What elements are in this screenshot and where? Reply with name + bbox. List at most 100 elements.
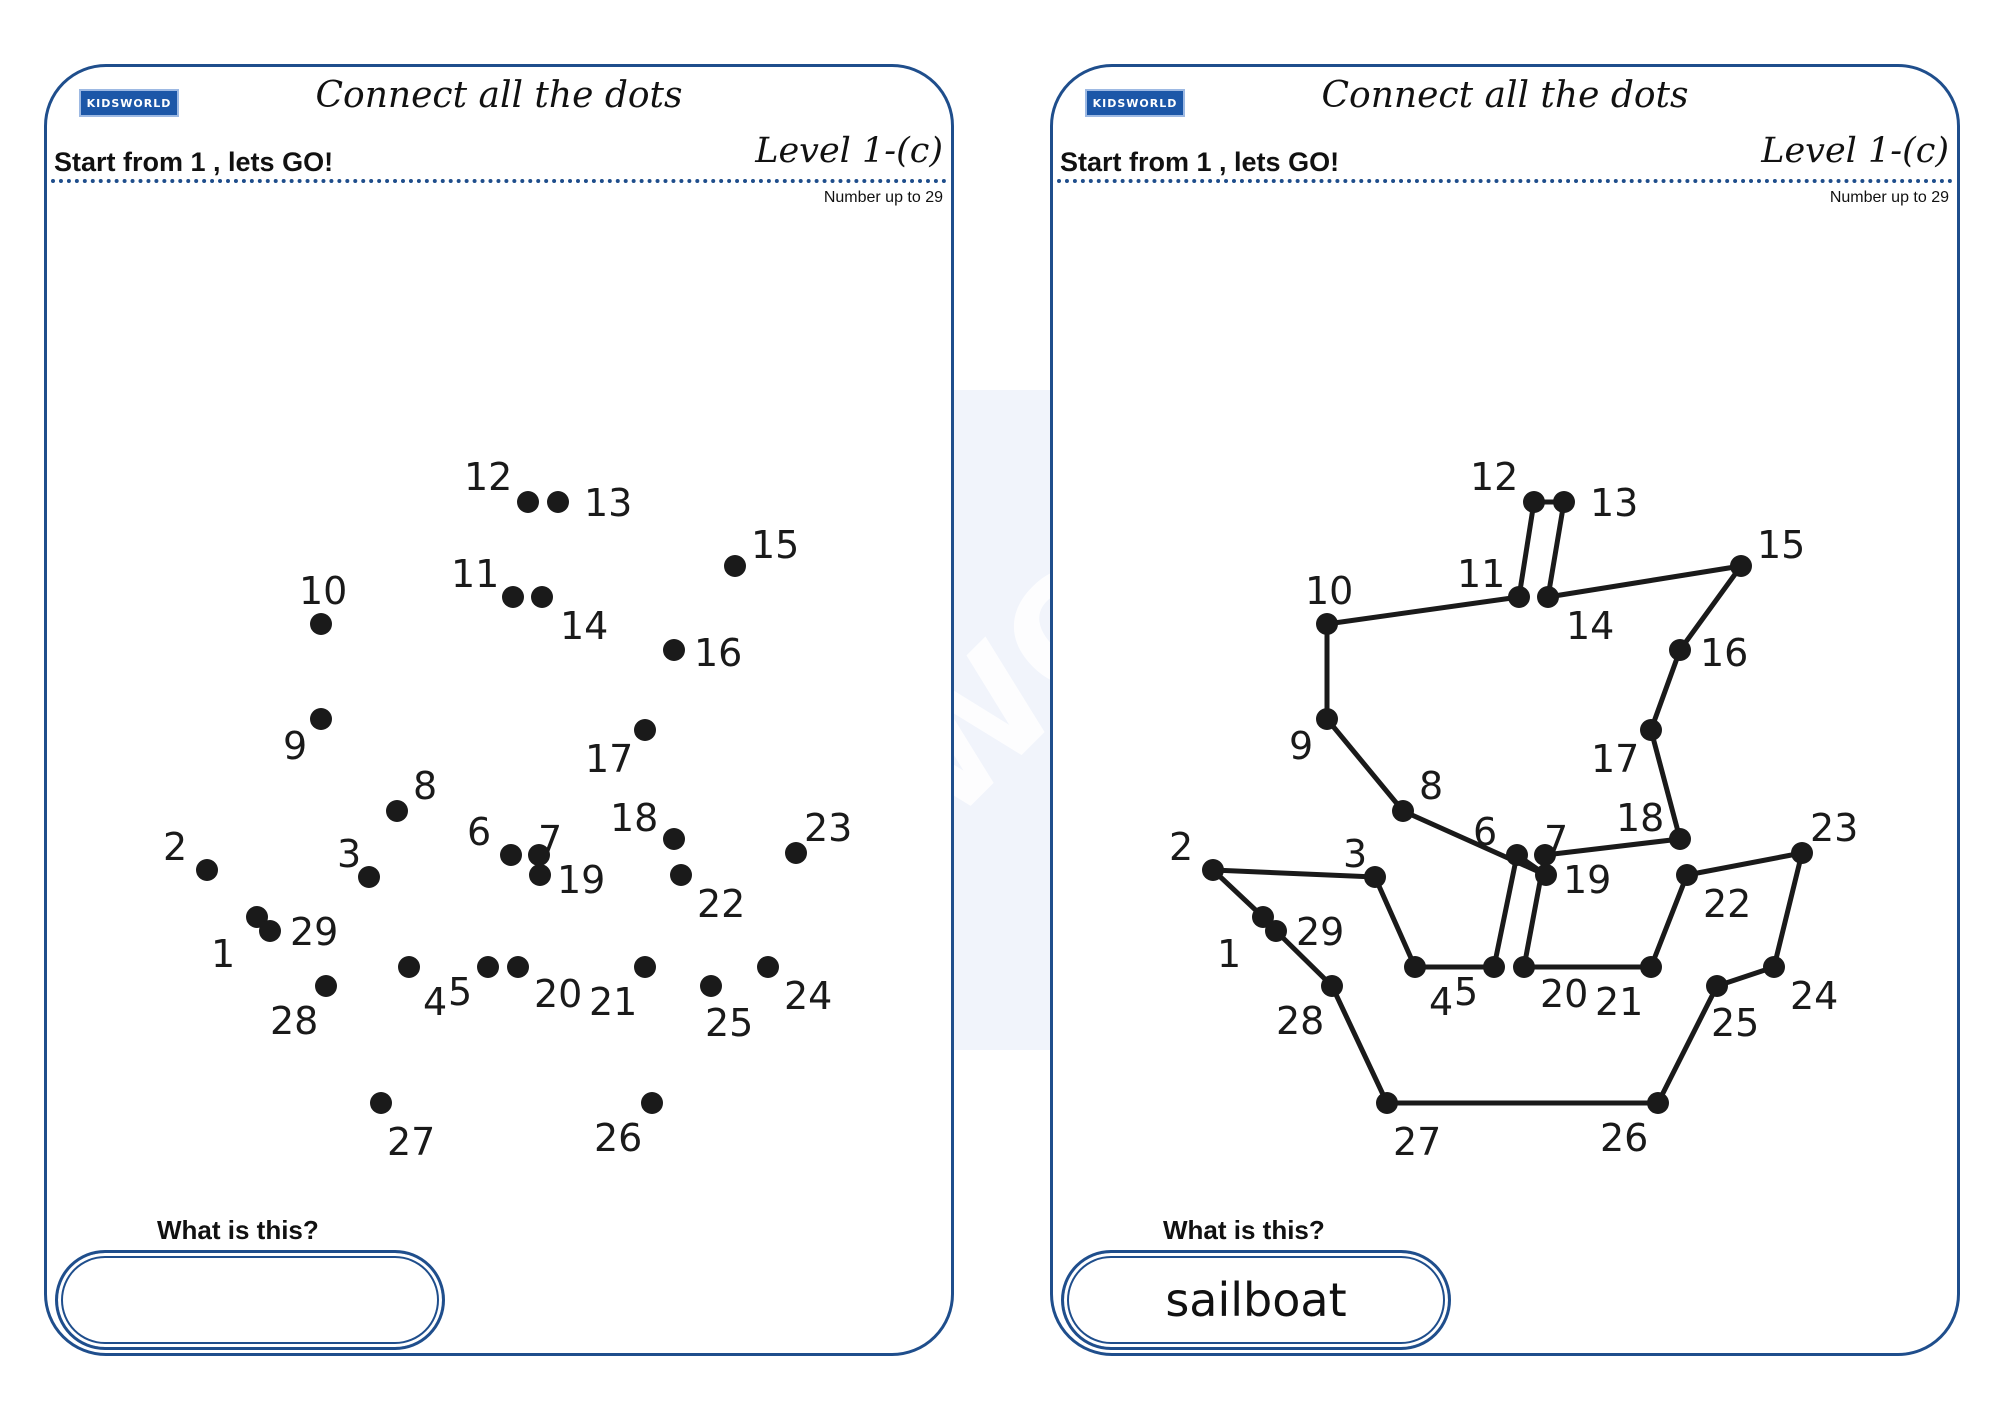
dot-4[interactable] bbox=[1404, 956, 1426, 978]
dot-2[interactable] bbox=[196, 859, 218, 881]
dot-17[interactable] bbox=[1640, 719, 1662, 741]
dot-10[interactable] bbox=[1316, 613, 1338, 635]
dot-number-22: 22 bbox=[1703, 882, 1751, 926]
dot-8[interactable] bbox=[1392, 800, 1414, 822]
question-label: What is this? bbox=[1163, 1215, 1325, 1245]
dot-26[interactable] bbox=[1647, 1092, 1669, 1114]
dot-21[interactable] bbox=[634, 956, 656, 978]
dot-21[interactable] bbox=[1640, 956, 1662, 978]
dot-12[interactable] bbox=[1523, 491, 1545, 513]
dot-number-16: 16 bbox=[694, 631, 742, 675]
dot-2[interactable] bbox=[1202, 859, 1224, 881]
dot-13[interactable] bbox=[1553, 491, 1575, 513]
dot-11[interactable] bbox=[502, 586, 524, 608]
dot-number-12: 12 bbox=[1470, 455, 1518, 499]
dot-25[interactable] bbox=[700, 975, 722, 997]
dot-27[interactable] bbox=[370, 1092, 392, 1114]
dot-22[interactable] bbox=[1676, 864, 1698, 886]
answer-box[interactable]: sailboat bbox=[1061, 1250, 1451, 1350]
dot-1[interactable] bbox=[246, 906, 268, 928]
dot-3[interactable] bbox=[1364, 866, 1386, 888]
dot-number-19: 19 bbox=[1563, 858, 1611, 902]
dot-9[interactable] bbox=[1316, 708, 1338, 730]
dot-24[interactable] bbox=[757, 956, 779, 978]
dot-8[interactable] bbox=[386, 800, 408, 822]
dot-20[interactable] bbox=[507, 956, 529, 978]
dot-number-25: 25 bbox=[705, 1001, 753, 1045]
dot-14[interactable] bbox=[531, 586, 553, 608]
dot-number-13: 13 bbox=[1590, 481, 1638, 525]
dot-number-11: 11 bbox=[1457, 552, 1505, 596]
dot-15[interactable] bbox=[724, 555, 746, 577]
dot-3[interactable] bbox=[358, 866, 380, 888]
start-instruction: Start from 1 , lets GO! bbox=[1060, 147, 1340, 177]
dot-15[interactable] bbox=[1730, 555, 1752, 577]
dot-number-2: 2 bbox=[163, 825, 187, 869]
number-range: Number up to 29 bbox=[823, 189, 943, 206]
dot-22[interactable] bbox=[670, 864, 692, 886]
dot-number-29: 29 bbox=[290, 910, 338, 954]
answer-box[interactable] bbox=[55, 1250, 445, 1350]
worksheet-solution: KIDSWORLD Connect all the dots Start fro… bbox=[1050, 64, 1960, 1356]
dot-number-29: 29 bbox=[1296, 910, 1344, 954]
dot-19[interactable] bbox=[528, 844, 550, 866]
dot-18[interactable] bbox=[1669, 828, 1691, 850]
dot-number-12: 12 bbox=[464, 455, 512, 499]
dot-16[interactable] bbox=[1669, 639, 1691, 661]
number-range: Number up to 29 bbox=[1829, 189, 1949, 206]
dot-25[interactable] bbox=[1706, 975, 1728, 997]
dot-number-24: 24 bbox=[1790, 974, 1838, 1018]
kidsworld-logo: KIDSWORLD bbox=[1087, 91, 1183, 115]
dot-number-19: 19 bbox=[557, 858, 605, 902]
dot-28[interactable] bbox=[1321, 975, 1343, 997]
dot-28[interactable] bbox=[315, 975, 337, 997]
dot-29[interactable] bbox=[1265, 920, 1287, 942]
dot-number-15: 15 bbox=[751, 523, 799, 567]
worksheet-title: Connect all the dots bbox=[315, 75, 683, 116]
dot-6[interactable] bbox=[1506, 844, 1528, 866]
kidsworld-logo: KIDSWORLD bbox=[81, 91, 177, 115]
level-label: Level 1-(c) bbox=[1761, 131, 1949, 171]
dot-number-21: 21 bbox=[589, 980, 637, 1024]
dot-7[interactable] bbox=[1535, 864, 1557, 886]
dot-number-5: 5 bbox=[448, 970, 472, 1014]
dot-number-28: 28 bbox=[1276, 999, 1324, 1043]
dot-14[interactable] bbox=[1537, 586, 1559, 608]
dot-12[interactable] bbox=[517, 491, 539, 513]
dot-29[interactable] bbox=[259, 920, 281, 942]
dot-4[interactable] bbox=[398, 956, 420, 978]
dot-9[interactable] bbox=[310, 708, 332, 730]
dot-number-6: 6 bbox=[1473, 810, 1497, 854]
dot-number-4: 4 bbox=[1429, 980, 1453, 1024]
dot-number-14: 14 bbox=[1566, 604, 1614, 648]
dot-13[interactable] bbox=[547, 491, 569, 513]
dot-17[interactable] bbox=[634, 719, 656, 741]
dot-23[interactable] bbox=[785, 842, 807, 864]
dot-number-28: 28 bbox=[270, 999, 318, 1043]
dot-1[interactable] bbox=[1252, 906, 1274, 928]
dot-number-14: 14 bbox=[560, 604, 608, 648]
dot-7[interactable] bbox=[529, 864, 551, 886]
dot-23[interactable] bbox=[1791, 842, 1813, 864]
dot-20[interactable] bbox=[1513, 956, 1535, 978]
dot-10[interactable] bbox=[310, 613, 332, 635]
dot-number-16: 16 bbox=[1700, 631, 1748, 675]
worksheet-puzzle: KIDSWORLD Connect all the dots Start fro… bbox=[44, 64, 954, 1356]
dot-16[interactable] bbox=[663, 639, 685, 661]
dot-number-27: 27 bbox=[387, 1120, 435, 1164]
dot-number-24: 24 bbox=[784, 974, 832, 1018]
dot-5[interactable] bbox=[1483, 956, 1505, 978]
dot-6[interactable] bbox=[500, 844, 522, 866]
dot-number-10: 10 bbox=[299, 569, 347, 613]
dot-24[interactable] bbox=[1763, 956, 1785, 978]
dot-27[interactable] bbox=[1376, 1092, 1398, 1114]
dot-number-23: 23 bbox=[1810, 806, 1858, 850]
dot-11[interactable] bbox=[1508, 586, 1530, 608]
dot-number-3: 3 bbox=[337, 832, 361, 876]
dot-19[interactable] bbox=[1534, 844, 1556, 866]
dot-number-26: 26 bbox=[594, 1116, 642, 1160]
dot-18[interactable] bbox=[663, 828, 685, 850]
dot-26[interactable] bbox=[641, 1092, 663, 1114]
dot-number-9: 9 bbox=[283, 724, 307, 768]
dot-5[interactable] bbox=[477, 956, 499, 978]
